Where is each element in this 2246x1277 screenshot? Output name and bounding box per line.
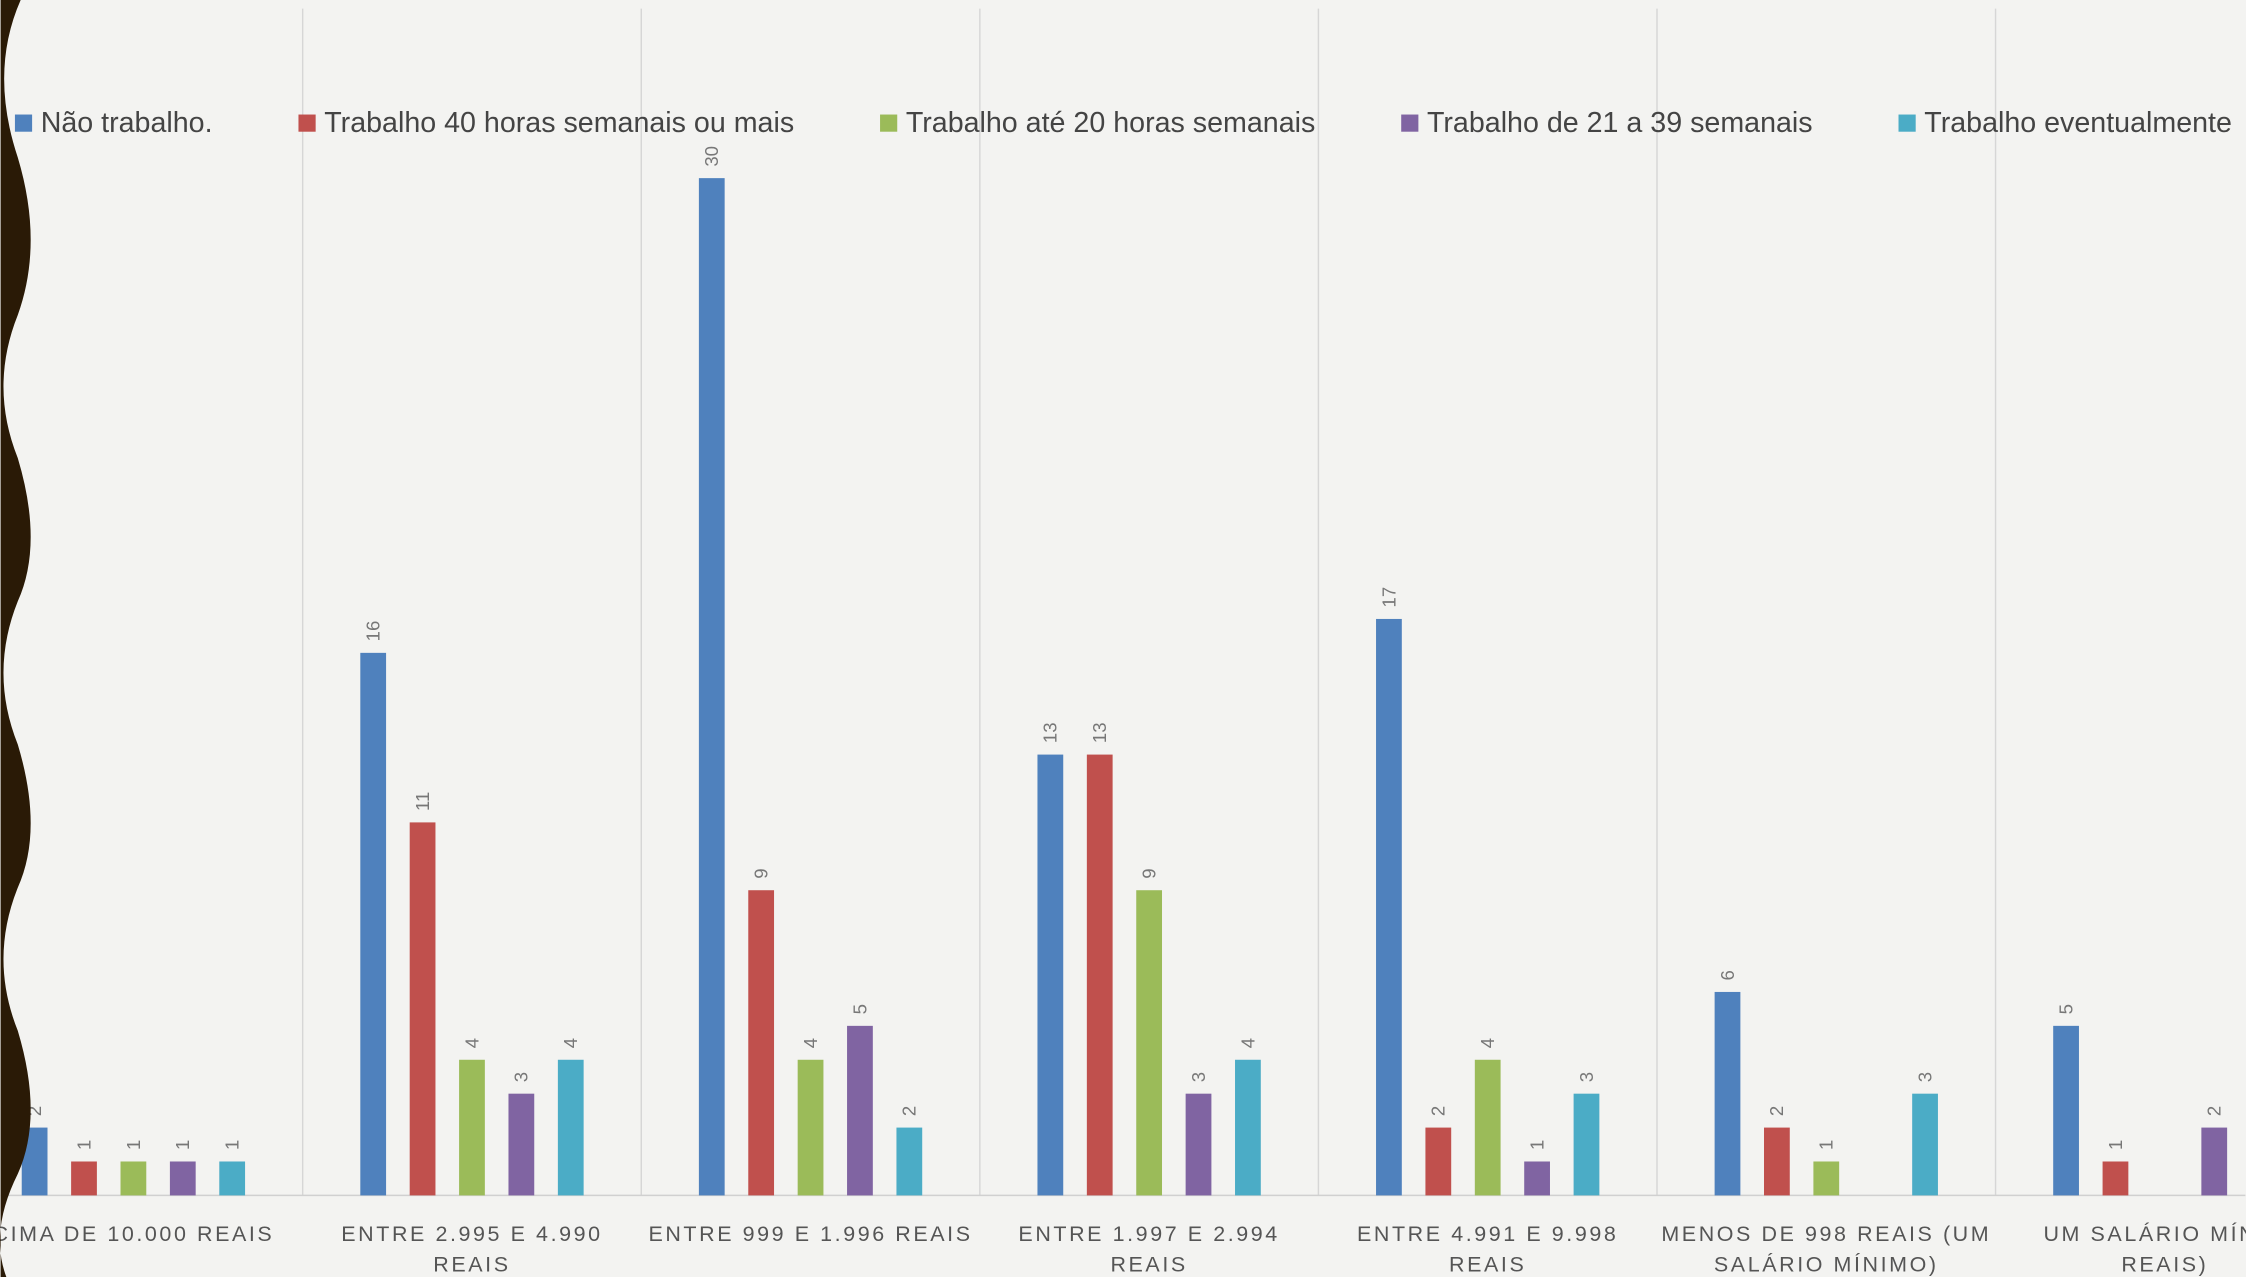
bar	[1524, 1161, 1550, 1196]
plot-area: Não trabalho. Trabalho 40 horas semanais …	[0, 8, 2246, 1276]
value-label: 1	[172, 1140, 193, 1150]
x-tick-label: MENOS DE 998 REAIS (UM	[1661, 1222, 1991, 1246]
x-tick-label: ENTRE 2.995 E 4.990	[341, 1222, 602, 1246]
value-label: 2	[899, 1106, 920, 1116]
bar	[1235, 1059, 1261, 1196]
value-label: 3	[1576, 1072, 1597, 1082]
value-label: 5	[849, 1004, 870, 1014]
value-label: 2	[2204, 1106, 2225, 1116]
value-label: 1	[1526, 1140, 1547, 1150]
bar	[1912, 1093, 1938, 1196]
bar	[1136, 890, 1163, 1196]
bar	[1185, 1093, 1212, 1196]
legend-swatch	[1898, 114, 1916, 132]
value-label: 3	[1914, 1072, 1935, 1082]
x-tick-label: ENTRE 999 E 1.996 REAIS	[648, 1222, 972, 1246]
bar	[698, 178, 725, 1196]
value-label: 11	[412, 792, 433, 811]
legend-swatch	[1401, 114, 1419, 132]
x-tick-label: SALÁRIO MÍNIMO)	[1714, 1251, 1939, 1276]
bar	[2053, 1025, 2079, 1196]
bar	[169, 1161, 196, 1196]
value-label: 2	[1428, 1106, 1449, 1116]
value-label: 4	[800, 1038, 821, 1048]
value-label: 3	[1188, 1072, 1209, 1082]
value-label: 13	[1040, 722, 1061, 743]
bar	[1474, 1059, 1501, 1196]
bar	[2102, 1161, 2129, 1196]
bar	[120, 1161, 147, 1196]
value-label: 2	[24, 1106, 45, 1116]
legend-label: Não trabalho.	[41, 107, 213, 139]
bar	[219, 1161, 246, 1196]
value-label: 3	[511, 1072, 532, 1082]
legend-swatch	[298, 114, 316, 132]
bar	[748, 890, 775, 1196]
value-label: 6	[1717, 970, 1738, 980]
value-label: 1	[73, 1140, 94, 1150]
value-label: 1	[2105, 1140, 2126, 1150]
value-label: 9	[1138, 868, 1159, 878]
bar	[1813, 1161, 1840, 1196]
bar	[1037, 754, 1064, 1196]
bar	[896, 1127, 923, 1196]
bar	[360, 652, 387, 1196]
bar	[1764, 1127, 1790, 1196]
x-tick-label: REAIS	[433, 1252, 510, 1276]
value-label: 1	[123, 1140, 144, 1150]
bar	[1425, 1127, 1452, 1196]
bar	[1376, 618, 1402, 1196]
bar	[71, 1161, 97, 1196]
bar	[1086, 754, 1113, 1196]
bar	[847, 1025, 873, 1196]
value-label: 16	[363, 621, 384, 642]
value-label: 4	[560, 1038, 581, 1048]
bar	[508, 1093, 535, 1196]
legend-swatch	[880, 114, 898, 132]
bar	[797, 1059, 824, 1196]
value-label: 17	[1378, 587, 1399, 608]
value-label: 13	[1089, 722, 1110, 743]
legend-label: Trabalho eventualmente	[1924, 107, 2232, 139]
legend-label: Trabalho de 21 a 39 semanais	[1427, 107, 1813, 139]
value-label: 1	[1816, 1140, 1837, 1150]
bar	[2201, 1127, 2228, 1196]
decorative-edge	[0, 0, 31, 1277]
value-label: 4	[1237, 1038, 1258, 1048]
bar	[409, 822, 436, 1196]
x-tick-label: REAIS)	[2121, 1252, 2208, 1276]
legend-swatch	[14, 114, 33, 132]
value-label: 2	[1766, 1106, 1787, 1116]
value-label: 30	[701, 146, 722, 167]
bar	[1573, 1093, 1600, 1196]
x-tick-label: UM SALÁRIO MÍNIM	[2043, 1221, 2246, 1246]
bar	[557, 1059, 584, 1196]
x-tick-label: ENTRE 4.991 E 9.998	[1357, 1222, 1618, 1246]
legend-label: Trabalho 40 horas semanais ou mais	[324, 107, 794, 139]
value-label: 1	[222, 1140, 243, 1150]
legend-label: Trabalho até 20 horas semanais	[906, 107, 1315, 139]
bar	[1714, 991, 1741, 1196]
value-label: 5	[2055, 1004, 2076, 1014]
x-tick-label: ENTRE 1.997 E 2.994	[1018, 1222, 1279, 1246]
bar	[459, 1059, 485, 1196]
x-tick-label: REAIS	[1110, 1252, 1187, 1276]
x-tick-label: CIMA DE 10.000 REAIS	[0, 1222, 274, 1246]
value-label: 4	[461, 1038, 482, 1048]
x-tick-label: REAIS	[1449, 1252, 1526, 1276]
value-label: 9	[751, 868, 772, 878]
value-label: 4	[1477, 1038, 1498, 1048]
